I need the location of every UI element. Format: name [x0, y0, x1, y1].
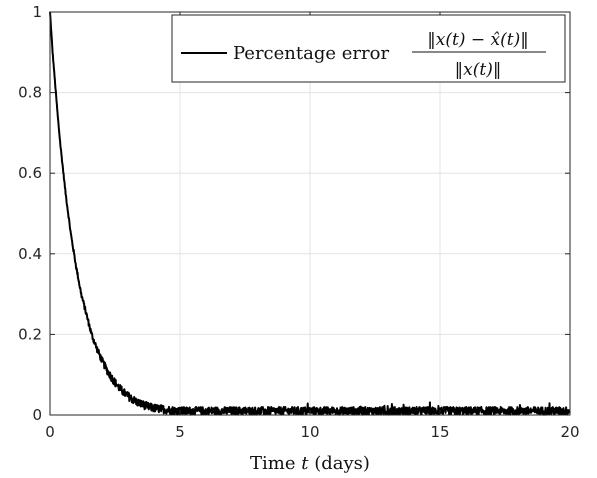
x-tick-label: 0 — [45, 423, 55, 441]
legend: Percentage error ‖x(t) − x̂(t)‖ ‖x(t)‖ — [171, 14, 566, 83]
y-tick-label: 0.4 — [18, 245, 42, 263]
ticks — [49, 11, 571, 416]
x-tick-labels: 0 5 10 15 20 — [45, 423, 579, 441]
legend-formula-denominator: ‖x(t)‖ — [455, 60, 502, 80]
y-tick-label: 0.2 — [18, 325, 42, 343]
series-layer — [49, 11, 571, 416]
x-axis-label: Time t (days) — [250, 453, 370, 474]
y-tick-label: 1 — [32, 3, 42, 21]
y-tick-labels: 0 0.2 0.4 0.6 0.8 1 — [18, 3, 42, 424]
x-tick-label: 10 — [300, 423, 319, 441]
y-tick-label: 0.8 — [18, 84, 42, 102]
legend-formula-numerator: ‖x(t) − x̂(t)‖ — [427, 30, 528, 50]
y-tick-label: 0 — [32, 406, 42, 424]
legend-label: Percentage error — [233, 43, 389, 64]
series-line-percentage-error — [49, 11, 571, 416]
legend-box — [171, 14, 566, 83]
y-tick-label: 0.6 — [18, 164, 42, 182]
x-tick-label: 5 — [175, 423, 185, 441]
x-tick-label: 15 — [430, 423, 449, 441]
x-tick-label: 20 — [560, 423, 579, 441]
